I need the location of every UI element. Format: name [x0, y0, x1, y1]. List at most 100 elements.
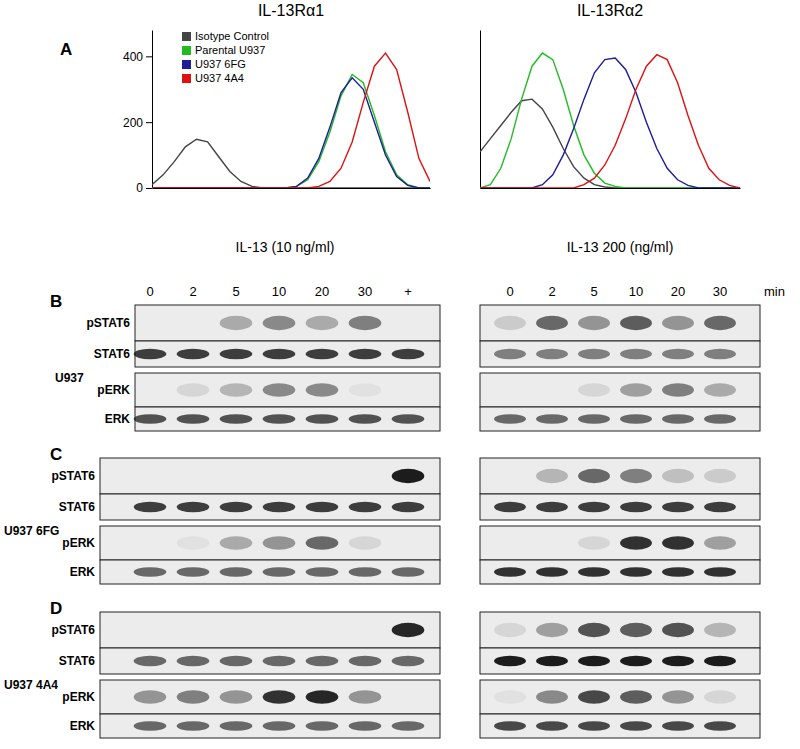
blot-band — [662, 469, 694, 483]
blot-band — [177, 502, 210, 512]
histogram-panel: IL-13Rα2 — [480, 2, 741, 189]
blot-band — [662, 656, 694, 666]
blot-background — [480, 494, 760, 520]
histogram-line — [152, 53, 430, 188]
tick-label: 400 — [123, 50, 143, 64]
histogram-line — [480, 58, 740, 188]
blot-band — [536, 316, 568, 330]
blot-band — [263, 623, 296, 637]
row-label: ERK — [70, 719, 96, 733]
blot-band — [494, 690, 526, 704]
blot-band — [536, 349, 568, 359]
blot-strip — [100, 526, 440, 560]
blot-band — [578, 623, 610, 637]
blot-band — [177, 690, 210, 704]
tick-mark — [146, 122, 152, 123]
blot-band — [220, 349, 253, 359]
blot-band — [263, 721, 296, 731]
blot-band — [704, 469, 736, 483]
blot-band — [220, 316, 253, 330]
blot-background — [135, 373, 440, 407]
blot-band — [306, 623, 339, 637]
blot-band — [306, 536, 339, 550]
blot-band — [220, 567, 253, 577]
plot-lines — [480, 53, 740, 188]
tick-mark — [146, 56, 152, 57]
blot-band — [392, 690, 425, 704]
blot-background — [480, 341, 760, 367]
blot-band — [662, 316, 694, 330]
blot-band — [578, 349, 610, 359]
panel-letter: B — [50, 292, 62, 311]
blot-band — [578, 502, 610, 512]
blot-band — [349, 316, 382, 330]
blot-band — [662, 567, 694, 577]
blot-band — [392, 567, 425, 577]
blot-band — [392, 623, 425, 637]
blot-strip — [100, 494, 440, 520]
blot-band — [536, 469, 568, 483]
blot-strip — [480, 407, 760, 431]
x-axis — [481, 188, 741, 189]
blot-band — [220, 623, 253, 637]
blot-band — [177, 656, 210, 666]
blot-band — [134, 536, 167, 550]
blot-band — [392, 656, 425, 666]
blot-band — [177, 414, 210, 424]
blot-band — [392, 414, 425, 424]
chart-title: IL-13Rα2 — [577, 2, 643, 19]
blot-band — [220, 536, 253, 550]
blot-band — [134, 316, 167, 330]
blot-strip — [100, 612, 440, 648]
row-label: STAT6 — [94, 347, 131, 361]
cell-line-label: U937 — [55, 371, 84, 385]
blot-band — [662, 536, 694, 550]
blot-band — [134, 414, 167, 424]
blot-strip — [480, 494, 760, 520]
legend-label: Parental U937 — [195, 44, 265, 56]
cell-line-label: U937 6FG — [4, 524, 59, 538]
blot-band — [704, 502, 736, 512]
blot-strip — [100, 648, 440, 674]
blot-band — [134, 690, 167, 704]
histogram-line — [480, 99, 740, 188]
blot-band — [349, 536, 382, 550]
blot-band — [620, 690, 652, 704]
blot-band — [620, 383, 652, 397]
blot-band — [578, 469, 610, 483]
blot-band — [494, 721, 526, 731]
blot-band — [494, 349, 526, 359]
row-label: pSTAT6 — [86, 316, 130, 330]
blot-panel: BU937pSTAT6STAT6pERKERK — [50, 292, 760, 431]
blot-band — [220, 469, 253, 483]
legend-swatch — [182, 46, 191, 55]
blot-band — [578, 690, 610, 704]
blot-band — [263, 349, 296, 359]
blot-band — [306, 383, 339, 397]
blot-band — [662, 721, 694, 731]
blot-band — [392, 383, 425, 397]
blot-band — [134, 469, 167, 483]
blot-band — [620, 414, 652, 424]
blot-band — [134, 656, 167, 666]
blot-band — [306, 316, 339, 330]
row-label: STAT6 — [59, 500, 96, 514]
blot-band — [704, 316, 736, 330]
blot-band — [177, 316, 210, 330]
lane-label: 5 — [590, 284, 597, 299]
blot-band — [263, 656, 296, 666]
axis-line — [152, 31, 153, 189]
blot-band — [349, 721, 382, 731]
blot-band — [662, 349, 694, 359]
blot-band — [620, 316, 652, 330]
histogram-line — [152, 78, 430, 188]
blot-band — [494, 383, 526, 397]
blot-strip — [134, 341, 440, 367]
legend-entry: U937 4A4 — [182, 72, 244, 84]
blot-band — [578, 536, 610, 550]
blot-band — [134, 502, 167, 512]
lane-label: 5 — [232, 284, 239, 299]
blot-band — [177, 721, 210, 731]
blot-background — [480, 305, 760, 341]
legend-label: U937 4A4 — [195, 72, 244, 84]
